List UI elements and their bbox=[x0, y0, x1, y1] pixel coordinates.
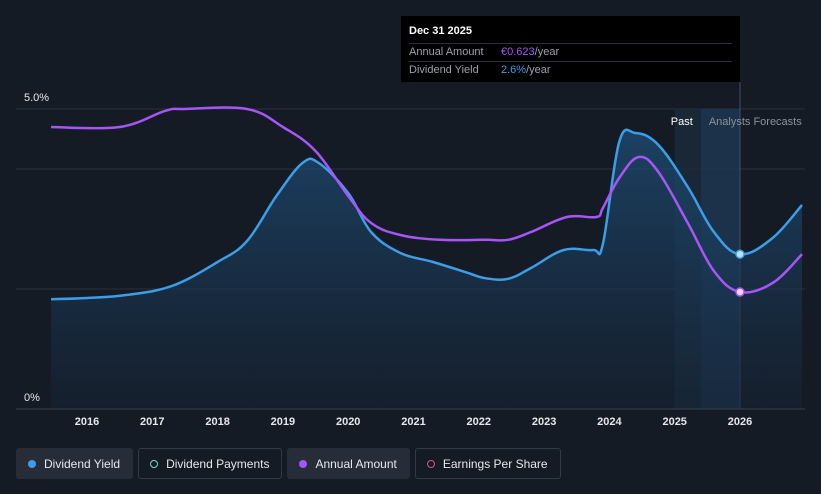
x-tick-label: 2023 bbox=[532, 416, 556, 428]
legend-dot-icon bbox=[28, 459, 36, 468]
legend-annual-amount[interactable]: Annual Amount bbox=[287, 448, 410, 479]
legend-label: Earnings Per Share bbox=[442, 456, 548, 471]
series-line-annual-amount bbox=[51, 106, 803, 294]
y-tick-label: 0% bbox=[24, 392, 40, 404]
series-area-dividend-yield bbox=[51, 129, 802, 410]
tooltip-unit: /year bbox=[534, 46, 560, 58]
legend-label: Annual Amount bbox=[315, 456, 397, 471]
x-tick-label: 2017 bbox=[140, 416, 164, 428]
axis-labels: 2016 2017 2018 2019 2020 2021 2022 2023 2024 2025… bbox=[24, 92, 802, 428]
series-areas bbox=[51, 129, 802, 410]
tooltip-value: €0.623 bbox=[501, 46, 535, 58]
chart-tooltip: Dec 31 2025 Annual Amount €0.623/year Di… bbox=[401, 16, 740, 82]
series-lines bbox=[51, 106, 803, 301]
x-tick-label: 2025 bbox=[662, 416, 686, 428]
x-tick-label: 2020 bbox=[336, 416, 360, 428]
y-tick-label: 5.0% bbox=[24, 92, 49, 104]
x-tick-label: 2022 bbox=[467, 416, 491, 428]
legend-label: Dividend Payments bbox=[166, 456, 270, 471]
legend-earnings-per-share[interactable]: Earnings Per Share bbox=[414, 448, 561, 479]
marker-dividend-yield bbox=[735, 249, 745, 259]
legend-dot-icon bbox=[299, 459, 308, 468]
x-tick-label: 2021 bbox=[401, 416, 425, 428]
tooltip-key: Dividend Yield bbox=[409, 64, 479, 76]
tooltip-value: 2.6% bbox=[501, 64, 527, 76]
legend-label: Dividend Yield bbox=[44, 456, 121, 471]
forecast-label: Analysts Forecasts bbox=[709, 116, 802, 128]
tooltip-key: Annual Amount bbox=[409, 46, 484, 58]
series-line-dividend-yield bbox=[51, 128, 803, 301]
marker-annual-amount bbox=[735, 287, 745, 297]
legend-ring-icon bbox=[426, 459, 435, 468]
chart-legend: Dividend Yield Dividend Payments Annual … bbox=[16, 448, 561, 479]
x-tick-label: 2016 bbox=[75, 416, 99, 428]
tooltip-row-annual-amount: Annual Amount €0.623/year bbox=[409, 43, 732, 61]
tooltip-unit: /year bbox=[526, 64, 551, 76]
legend-ring-icon bbox=[150, 459, 159, 468]
tooltip-date: Dec 31 2025 bbox=[409, 25, 472, 37]
x-tick-label: 2019 bbox=[271, 416, 295, 428]
tooltip-row-dividend-yield: Dividend Yield 2.6%/year bbox=[409, 61, 732, 79]
x-tick-label: 2024 bbox=[597, 416, 622, 428]
x-tick-label: 2026 bbox=[728, 416, 752, 428]
past-label: Past bbox=[671, 116, 693, 128]
x-tick-label: 2018 bbox=[205, 416, 229, 428]
legend-dividend-payments[interactable]: Dividend Payments bbox=[138, 448, 283, 479]
highlight-markers bbox=[735, 249, 745, 297]
legend-dividend-yield[interactable]: Dividend Yield bbox=[16, 448, 134, 479]
